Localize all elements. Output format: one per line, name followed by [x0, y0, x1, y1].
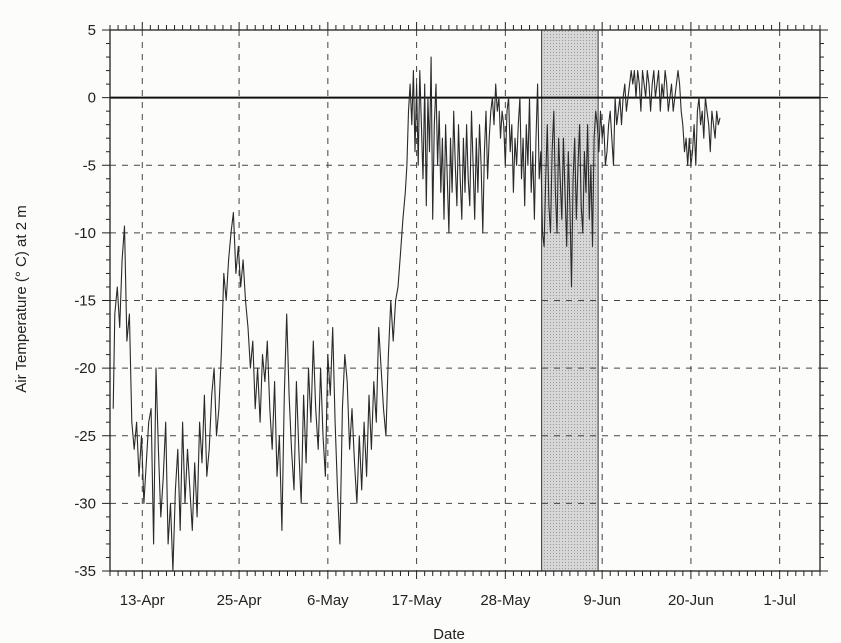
x-tick-label: 13-Apr — [120, 592, 165, 609]
y-axis-title: Air Temperature (° C) at 2 m — [13, 205, 30, 392]
x-tick-label: 9-Jun — [583, 592, 621, 609]
y-tick-label: 5 — [88, 22, 96, 39]
x-tick-label: 1-Jul — [763, 592, 796, 609]
y-tick-label: -30 — [74, 495, 96, 512]
x-tick-label: 20-Jun — [668, 592, 714, 609]
x-tick-label: 17-May — [392, 592, 443, 609]
tick-label-layer: 13-Apr 25-Apr 6-May 17-May 28-May 9-Jun 20-Jun… — [74, 22, 796, 609]
grid-layer — [110, 30, 820, 571]
y-tick-label: -10 — [74, 225, 96, 242]
x-tick-label: 28-May — [480, 592, 531, 609]
x-tick-label: 6-May — [307, 592, 349, 609]
y-tick-label: -25 — [74, 428, 96, 445]
y-tick-label: -35 — [74, 563, 96, 580]
series-layer — [112, 56, 721, 572]
y-tick-label: -15 — [74, 293, 96, 310]
y-tick-label: -20 — [74, 360, 96, 377]
temperature-series-line — [112, 56, 721, 572]
x-axis-title: Date — [433, 626, 465, 643]
y-tick-label: 0 — [88, 90, 96, 107]
tick-mark-layer — [102, 22, 828, 579]
y-tick-label: -5 — [83, 157, 96, 174]
x-tick-label: 25-Apr — [217, 592, 262, 609]
